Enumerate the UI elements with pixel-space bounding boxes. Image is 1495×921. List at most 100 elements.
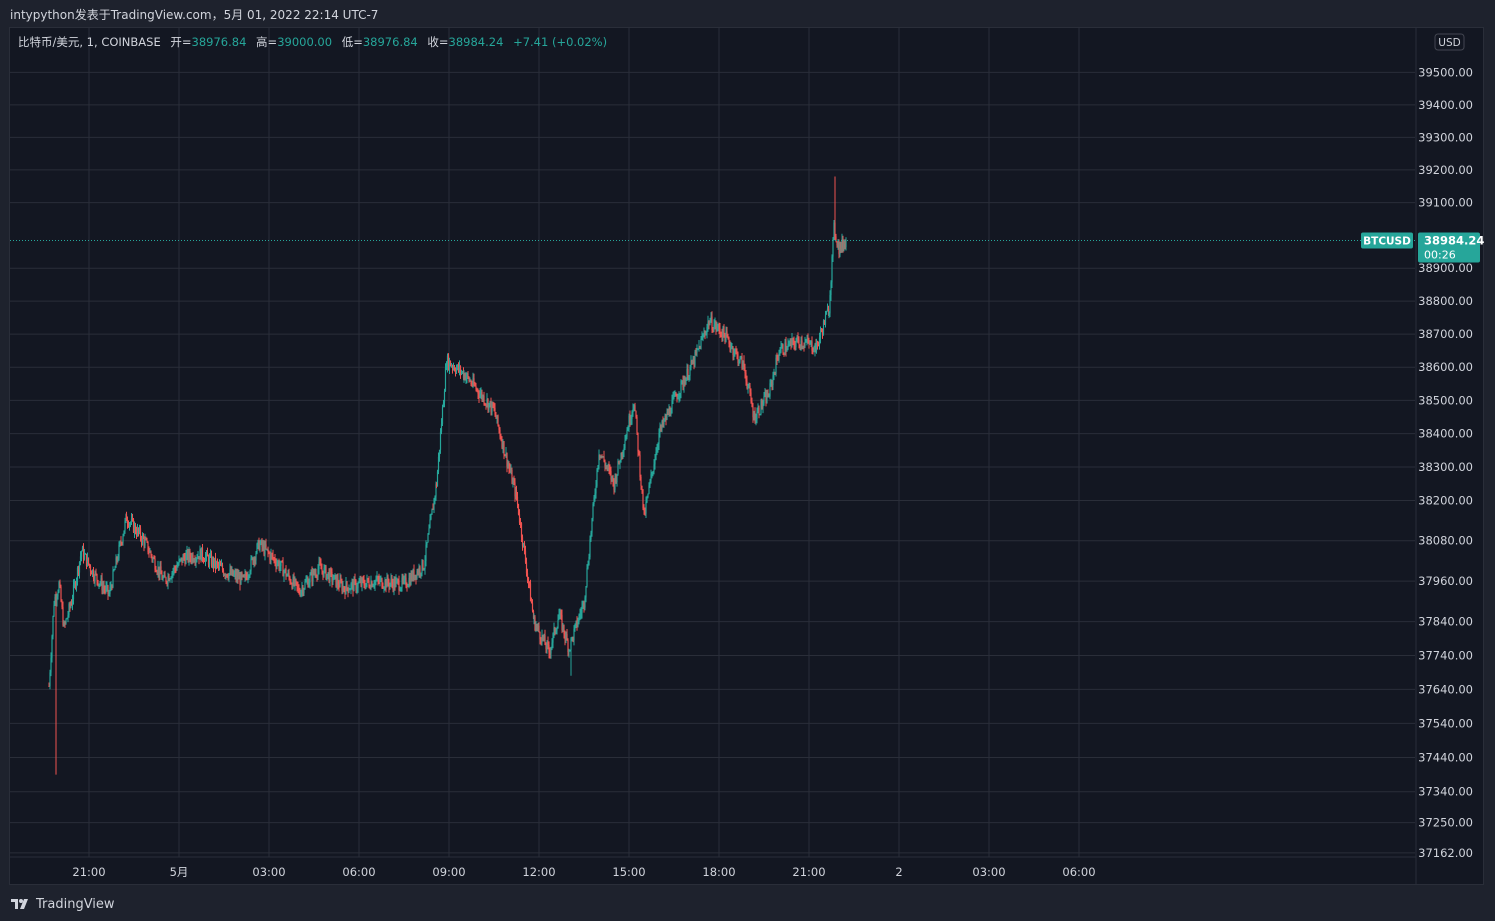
candle-body xyxy=(216,561,219,564)
candle-body xyxy=(315,573,317,577)
candle-body xyxy=(733,353,735,356)
candle-body xyxy=(732,346,734,356)
candle-body xyxy=(830,282,832,296)
candle-body xyxy=(50,657,52,673)
candle-body xyxy=(304,582,306,589)
candle-body xyxy=(758,407,760,415)
candle-body xyxy=(804,342,806,347)
candle-body xyxy=(696,348,698,353)
candle-body xyxy=(391,579,393,584)
candle-body xyxy=(362,578,364,581)
candle-body xyxy=(773,373,775,376)
candle-body xyxy=(825,311,828,315)
candle-body xyxy=(485,403,487,405)
price-axis[interactable]: 39500.00 39400.00 39300.00 39200.00 39100.00… xyxy=(1361,28,1484,885)
candle-body xyxy=(605,465,607,467)
candle-body xyxy=(616,474,618,483)
candle-body xyxy=(679,392,681,397)
candle-body xyxy=(731,346,733,348)
candle-body xyxy=(526,573,529,578)
candle-body xyxy=(753,412,755,418)
candle-body xyxy=(124,520,126,531)
candle-body xyxy=(726,331,728,337)
candle-body xyxy=(261,540,263,547)
candle-body xyxy=(88,564,91,567)
candle-body xyxy=(53,604,55,617)
candle-body xyxy=(384,580,386,588)
candle-body xyxy=(58,582,60,593)
candle-body xyxy=(620,452,622,463)
candle-body xyxy=(114,567,116,571)
candle-body xyxy=(755,419,757,423)
candle-body xyxy=(318,561,320,570)
candle-body xyxy=(835,236,837,242)
candle-body xyxy=(78,561,81,573)
candle-body xyxy=(523,543,526,551)
candle-body xyxy=(205,551,208,557)
candle-body xyxy=(202,558,205,561)
candle-body xyxy=(585,586,587,598)
candle-body xyxy=(100,578,102,584)
currency-badge[interactable] xyxy=(1434,33,1465,51)
candle-body xyxy=(730,347,732,349)
candle-body xyxy=(637,432,639,452)
candle-body xyxy=(445,366,448,369)
candle-body xyxy=(200,547,203,561)
candle-body xyxy=(390,579,392,584)
candle-body xyxy=(586,568,588,587)
candle-body xyxy=(619,462,621,464)
candle-body xyxy=(624,440,626,449)
candle-body xyxy=(779,352,781,354)
candle-body xyxy=(818,337,821,345)
candle-body xyxy=(507,464,509,467)
candle-body xyxy=(65,619,67,624)
candle-body xyxy=(269,553,271,561)
candle-body xyxy=(182,555,184,563)
candle-body xyxy=(561,615,563,631)
candle-body xyxy=(322,570,324,577)
candle-body xyxy=(210,554,213,567)
candle-body xyxy=(621,452,623,456)
candle-body xyxy=(460,372,463,374)
footer-brand[interactable]: TradingView xyxy=(10,893,115,915)
candle-body xyxy=(518,514,521,523)
symbol-description[interactable]: 比特币/美元, 1, COINBASE xyxy=(18,35,161,49)
candle-body xyxy=(673,395,675,397)
candle-body xyxy=(397,579,399,581)
candle-body xyxy=(248,575,250,577)
time-axis[interactable]: 21:00 5月 03:00 06:00 09:00 12:00 15:00 18:00 21:… xyxy=(10,856,1416,879)
candle-body xyxy=(416,571,418,579)
candle-body xyxy=(614,476,616,490)
candle-body xyxy=(728,337,730,344)
symbol-tag xyxy=(1361,232,1413,249)
candle-body xyxy=(90,571,93,575)
candle-body xyxy=(602,456,604,458)
current-price-text: 38984.24 xyxy=(1424,234,1484,248)
candle-body xyxy=(658,433,660,445)
candle-body xyxy=(385,580,387,588)
candle-body xyxy=(76,567,79,580)
candle-body xyxy=(282,561,284,577)
candle-body xyxy=(595,485,597,494)
candle-body xyxy=(576,620,578,627)
candle-body xyxy=(130,518,133,523)
candle-body xyxy=(407,585,409,587)
time-tick-label: 2 xyxy=(895,865,902,879)
candle-body xyxy=(517,503,520,515)
candle-body xyxy=(93,578,95,581)
candle-body xyxy=(337,578,339,586)
candle-body xyxy=(280,561,282,567)
candle-body xyxy=(642,489,644,509)
candle-body xyxy=(801,340,803,347)
candle-body xyxy=(56,596,58,601)
candle-body xyxy=(412,569,414,580)
candle-body xyxy=(535,625,537,631)
candle-body xyxy=(233,574,235,576)
candle-body xyxy=(475,385,477,390)
candle-body xyxy=(814,344,816,352)
candle-body xyxy=(840,243,842,249)
candle-body xyxy=(328,572,330,582)
candle-body xyxy=(537,625,539,627)
candle-body xyxy=(382,587,384,589)
